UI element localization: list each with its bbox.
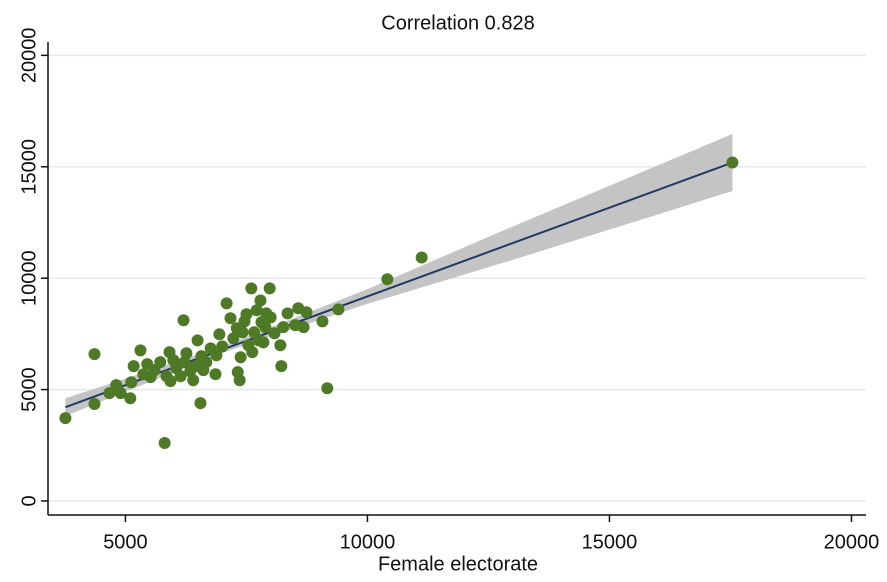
y-tick-label: 20000 (18, 28, 40, 84)
point (257, 336, 270, 349)
point (316, 315, 329, 328)
point (134, 344, 147, 357)
point (415, 251, 428, 264)
point (210, 349, 223, 362)
point (191, 334, 204, 347)
point (275, 360, 288, 373)
point (277, 321, 290, 334)
point (178, 356, 191, 369)
point (224, 312, 237, 325)
point (240, 308, 253, 321)
y-tick-label: 10000 (18, 250, 40, 306)
point (274, 339, 287, 352)
point (726, 156, 739, 169)
point (200, 356, 213, 369)
point (234, 351, 247, 364)
point (321, 382, 334, 395)
point (268, 327, 281, 340)
point (127, 360, 140, 373)
point (177, 314, 190, 327)
point (259, 321, 272, 334)
point (246, 346, 259, 359)
x-tick-label: 5000 (103, 531, 148, 553)
x-tick-label: 10000 (340, 531, 396, 553)
point (174, 370, 187, 383)
point (114, 387, 127, 400)
point (125, 376, 138, 389)
point (213, 328, 226, 341)
point (164, 375, 177, 388)
point (250, 304, 263, 317)
point (209, 368, 222, 381)
point (216, 340, 229, 353)
point (187, 374, 200, 387)
point (263, 282, 276, 295)
point (233, 374, 246, 387)
point (103, 387, 116, 400)
x-axis-label: Female electorate (378, 553, 538, 575)
x-tick-label: 20000 (824, 531, 880, 553)
point (236, 326, 249, 339)
point (245, 282, 258, 295)
x-tick-label: 15000 (582, 531, 638, 553)
y-tick-label: 15000 (18, 139, 40, 195)
point (332, 303, 345, 316)
point (300, 306, 313, 319)
point (297, 321, 310, 334)
point (254, 294, 267, 307)
point (158, 437, 171, 450)
point (281, 307, 294, 320)
y-tick-label: 5000 (18, 367, 40, 412)
point (194, 397, 207, 410)
point (154, 356, 167, 369)
point (124, 392, 137, 405)
point (59, 412, 72, 425)
point (220, 297, 233, 310)
y-tick-label: 0 (18, 495, 40, 506)
point (88, 398, 101, 411)
point (180, 347, 193, 360)
point (227, 332, 240, 345)
point (264, 311, 277, 324)
point (88, 348, 101, 361)
point (381, 273, 394, 286)
chart-title: Correlation 0.828 (381, 12, 534, 34)
